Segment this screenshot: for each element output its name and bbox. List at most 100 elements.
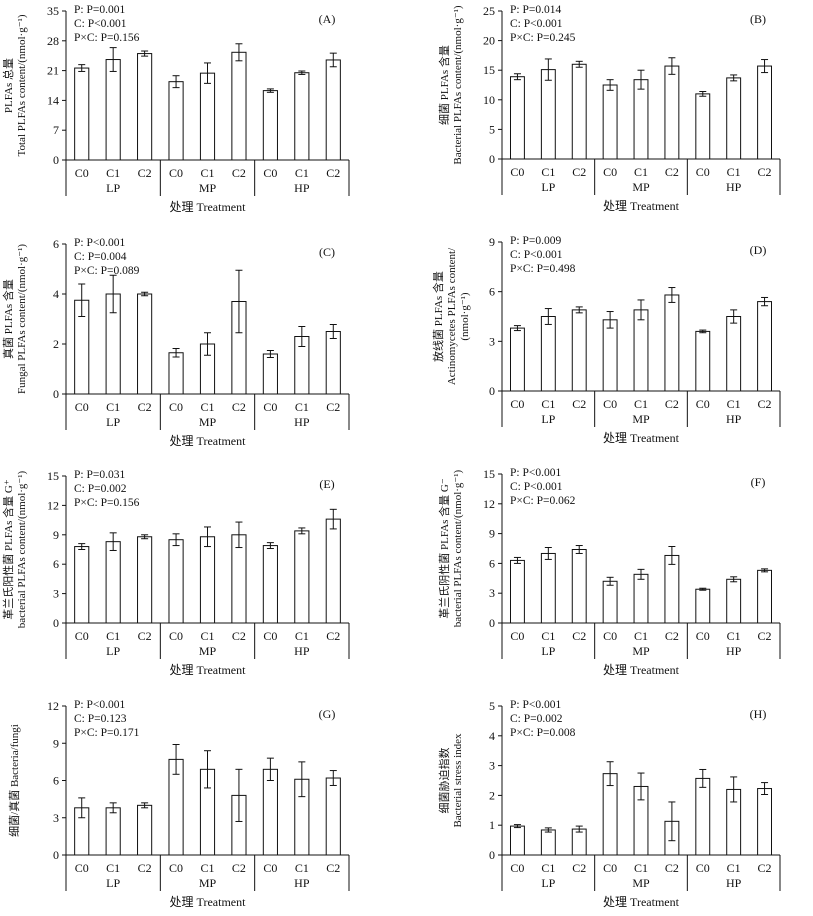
group-label: HP (726, 180, 742, 194)
x-tick-label: C2 (326, 629, 340, 643)
x-tick-label: C1 (634, 165, 648, 179)
bar (325, 777, 341, 856)
y-axis-title: Fungal PLFAs content/(nmol·g⁻¹) (16, 244, 28, 394)
stats-annotation: P: P<0.001 (74, 237, 125, 249)
y-tick-label: 3 (53, 587, 59, 601)
chart-panel: 0 3 6 9 12 15 C0 C1 C2 C0 C1 C2 C0 C1 C2 LP MP HP 处理 Treat… (437, 467, 781, 677)
bar (695, 93, 711, 160)
bar (294, 530, 310, 624)
bar (231, 51, 247, 161)
group-label: LP (106, 644, 120, 658)
y-tick-label: 14 (47, 93, 59, 107)
y-tick-label: 2 (489, 788, 495, 802)
group-label: HP (294, 415, 310, 429)
x-tick-label: C1 (727, 629, 741, 643)
bar (168, 352, 184, 395)
stats-annotation: P: P=0.031 (74, 469, 125, 481)
x-tick-label: C0 (169, 629, 183, 643)
x-tick-label: C1 (295, 629, 309, 643)
stats-annotation: P×C: P=0.156 (74, 497, 140, 509)
x-axis-title: 处理 Treatment (170, 434, 247, 448)
chart-panel: 0 1 2 3 4 5 C0 C1 C2 C0 C1 C2 C0 C1 C2 LP MP HP 处理 Treatme… (437, 699, 781, 909)
bar (262, 768, 278, 856)
stats-annotation: P: P<0.001 (510, 699, 561, 711)
x-tick-label: C0 (263, 400, 277, 414)
bar (540, 552, 556, 624)
y-tick-label: 3 (489, 586, 495, 600)
y-tick-label: 20 (483, 34, 495, 48)
y-tick-label: 12 (47, 498, 59, 512)
x-tick-label: C0 (696, 165, 710, 179)
group-label: MP (632, 180, 650, 194)
x-tick-label: C2 (138, 629, 152, 643)
y-tick-label: 25 (483, 4, 495, 18)
y-tick-label: 3 (489, 334, 495, 348)
panel-label: (B) (750, 12, 766, 26)
stats-annotation: C: P=0.123 (74, 713, 127, 725)
y-tick-label: 9 (53, 736, 59, 750)
y-tick-label: 6 (489, 556, 495, 570)
bar (325, 59, 341, 161)
stats-annotation: P×C: P=0.171 (74, 727, 140, 739)
y-tick-label: 7 (53, 123, 59, 137)
bar (199, 536, 216, 624)
bar (757, 301, 773, 392)
group-label: MP (632, 644, 650, 658)
y-tick-label: 4 (53, 287, 59, 301)
bar (602, 319, 618, 392)
x-tick-label: C1 (200, 861, 214, 875)
y-tick-label: 0 (53, 153, 59, 167)
bar (168, 539, 184, 624)
group-label: MP (199, 876, 217, 890)
group-label: MP (199, 181, 217, 195)
group-label: HP (294, 876, 310, 890)
x-tick-label: C2 (665, 397, 679, 411)
group-label: LP (541, 876, 555, 890)
x-tick-label: C0 (510, 629, 524, 643)
bar (509, 327, 525, 392)
y-axis-title: Actinomycetes PLFAs content/ (446, 247, 458, 385)
stats-annotation: P: P=0.009 (510, 235, 561, 247)
y-tick-label: 2 (53, 337, 59, 351)
stats-annotation: C: P=0.004 (74, 251, 127, 263)
x-axis-title: 处理 Treatment (603, 431, 680, 445)
stats-annotation: P×C: P=0.156 (74, 32, 140, 44)
x-tick-label: C1 (106, 166, 120, 180)
y-tick-label: 9 (489, 527, 495, 541)
y-tick-label: 6 (489, 285, 495, 299)
y-axis-title: 真菌 PLFAs 含量 (1, 279, 15, 359)
bar (137, 536, 153, 624)
bar (325, 518, 341, 624)
panel-label: (F) (751, 475, 766, 489)
bar (664, 554, 680, 624)
group-label: LP (106, 415, 120, 429)
bar (105, 541, 121, 624)
y-tick-label: 15 (47, 469, 59, 483)
x-tick-label: C2 (572, 861, 586, 875)
x-tick-label: C1 (541, 165, 555, 179)
bar (757, 788, 773, 856)
x-tick-label: C0 (696, 397, 710, 411)
bar (262, 90, 278, 161)
x-axis-title: 处理 Treatment (603, 663, 680, 677)
panel-label: (D) (750, 243, 767, 257)
x-tick-label: C1 (541, 861, 555, 875)
bar (74, 546, 90, 624)
stats-annotation: P×C: P=0.062 (510, 495, 576, 507)
x-tick-label: C0 (263, 629, 277, 643)
bar (325, 331, 341, 395)
panel-label: (A) (319, 12, 336, 26)
y-tick-label: 21 (47, 64, 59, 78)
x-tick-label: C1 (541, 629, 555, 643)
x-tick-label: C2 (758, 397, 772, 411)
x-tick-label: C0 (696, 861, 710, 875)
x-tick-label: C0 (603, 165, 617, 179)
bar (137, 804, 153, 856)
x-tick-label: C2 (758, 629, 772, 643)
bar (262, 545, 278, 624)
x-tick-label: C1 (727, 861, 741, 875)
bar (602, 580, 618, 624)
x-tick-label: C2 (326, 166, 340, 180)
bar (602, 84, 618, 160)
stats-annotation: P: P<0.001 (74, 699, 125, 711)
